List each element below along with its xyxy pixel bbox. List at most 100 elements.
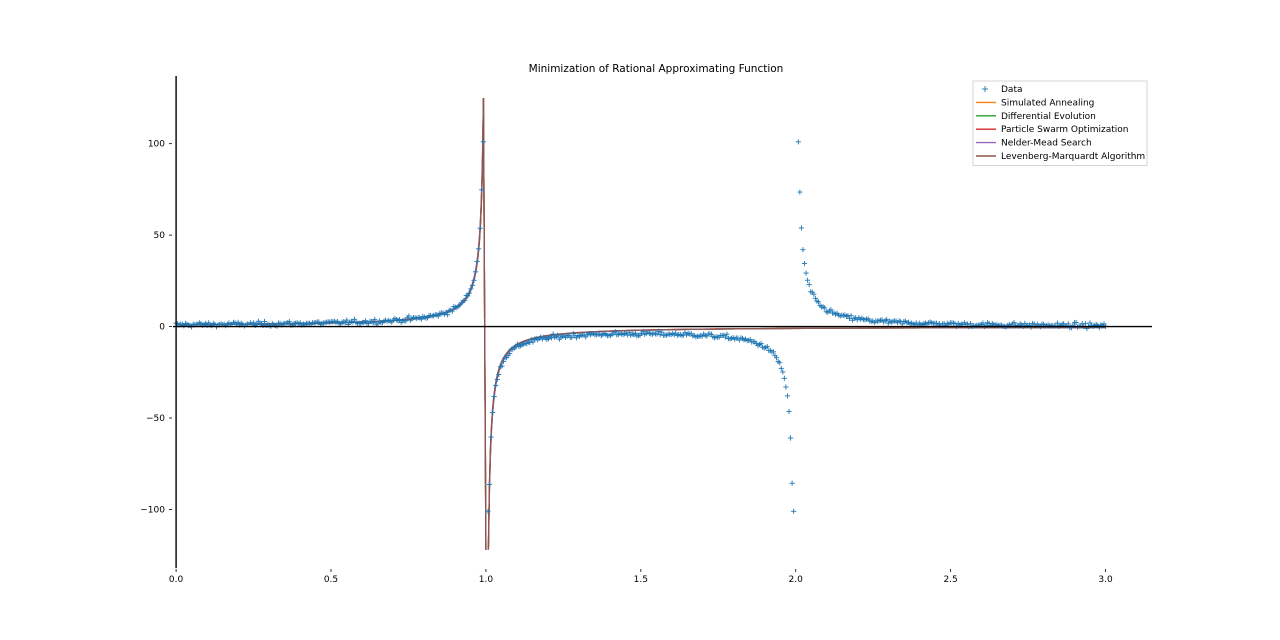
fit-curve-right <box>487 326 1106 550</box>
data-point <box>372 316 378 323</box>
data-point <box>496 371 502 378</box>
x-axis-ticks: 0.0 0.5 1.0 1.5 2.0 2.5 3.0 <box>169 569 1113 585</box>
data-point <box>815 299 822 305</box>
data-point <box>479 187 485 193</box>
data-point <box>370 320 376 326</box>
data-point <box>780 369 786 375</box>
legend-label: Levenberg-Marquardt Algorithm <box>1001 152 1145 162</box>
data-point <box>980 320 986 326</box>
chart-title: Minimization of Rational Approximating F… <box>529 63 784 75</box>
data-point <box>724 331 730 337</box>
legend: Data Simulated Annealing Differential Evol… <box>972 80 1148 166</box>
y-tick-label: 100 <box>148 140 165 150</box>
x-tick-label: 2.0 <box>789 575 804 585</box>
fit-curve-right <box>487 326 1106 550</box>
data-point <box>486 481 493 488</box>
data-point <box>351 316 358 322</box>
data-point <box>530 339 536 345</box>
legend-label: Differential Evolution <box>1001 112 1096 122</box>
data-point <box>527 339 533 346</box>
fit-curve-right <box>487 326 1106 550</box>
data-point <box>406 313 412 319</box>
data-point <box>462 297 468 304</box>
data-point <box>235 319 241 325</box>
fit-curve-right <box>487 326 1106 550</box>
data-point <box>812 295 818 301</box>
data-point <box>722 334 728 340</box>
data-point <box>783 384 789 390</box>
x-tick-label: 1.5 <box>634 575 648 585</box>
data-point <box>491 393 497 400</box>
data-point <box>375 321 381 327</box>
data-point <box>640 329 646 335</box>
data-point <box>758 340 764 347</box>
legend-label: Particle Swarm Optimization <box>1001 125 1128 135</box>
data-point <box>822 305 828 311</box>
data-point <box>846 315 853 322</box>
legend-label: Data <box>1001 85 1023 95</box>
data-point <box>476 246 482 252</box>
data-point <box>471 277 477 283</box>
data-point <box>466 290 472 296</box>
y-tick-label: −50 <box>146 414 165 424</box>
data-point <box>659 329 665 335</box>
data-point <box>555 332 561 338</box>
axes <box>173 76 1152 568</box>
data-point <box>797 189 803 195</box>
legend-item: Data <box>982 85 1023 95</box>
data-point <box>477 225 483 231</box>
x-tick-label: 3.0 <box>1098 575 1113 585</box>
data-point <box>342 320 348 326</box>
fit-curve-pole <box>482 97 487 550</box>
data-point <box>569 334 575 341</box>
data-point <box>1054 320 1061 326</box>
data-point <box>507 350 513 357</box>
data-point <box>488 434 494 440</box>
data-point <box>654 331 660 337</box>
data-point <box>781 375 787 381</box>
data-point <box>261 318 268 325</box>
data-point <box>474 258 480 265</box>
fit-curve-right <box>487 326 1106 549</box>
x-tick-label: 0.0 <box>169 575 184 585</box>
legend-item: Differential Evolution <box>976 112 1096 122</box>
data-point <box>884 317 890 323</box>
data-point <box>795 139 801 145</box>
y-axis-ticks: −100 −50 0 50 100 <box>140 140 172 515</box>
data-point <box>811 291 817 297</box>
data-point <box>786 408 792 415</box>
data-point <box>1073 319 1079 326</box>
fit-curve-left <box>176 97 485 326</box>
data-point <box>550 331 556 337</box>
data-point <box>798 225 805 231</box>
data-point <box>1096 325 1102 331</box>
data-point <box>396 316 403 323</box>
data-point <box>469 282 476 288</box>
data-point <box>778 365 784 371</box>
legend-box <box>972 80 1148 166</box>
data-point <box>499 363 505 369</box>
x-tick-label: 2.5 <box>943 575 957 585</box>
data-point <box>806 282 812 288</box>
data-point <box>791 508 797 514</box>
data-point <box>828 307 834 313</box>
data-point <box>251 320 257 326</box>
data-point <box>801 260 808 267</box>
legend-label: Simulated Annealing <box>1001 98 1094 108</box>
data-point <box>805 277 811 283</box>
data-point <box>500 358 507 365</box>
data-point <box>1087 320 1093 326</box>
data-point <box>465 293 471 299</box>
legend-item: Levenberg-Marquardt Algorithm <box>976 152 1145 162</box>
data-point <box>784 393 791 399</box>
y-tick-label: 0 <box>159 323 165 333</box>
data-point <box>967 321 974 327</box>
data-point <box>490 409 496 416</box>
data-point <box>468 286 474 292</box>
data-point <box>773 355 780 361</box>
data-point <box>656 328 662 334</box>
data-point <box>480 139 486 145</box>
data-point <box>493 382 499 389</box>
data-point <box>435 313 441 319</box>
